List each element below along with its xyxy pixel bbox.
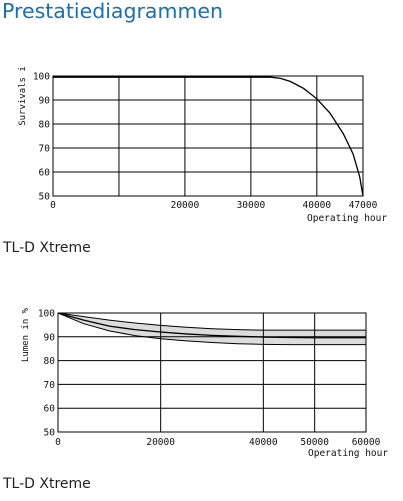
x-tick-label: 40000 bbox=[249, 437, 278, 448]
plot-frame bbox=[57, 312, 367, 433]
y-axis-label: Survivals i bbox=[18, 66, 28, 126]
y-tick-label: 70 bbox=[39, 144, 51, 155]
y-tick-label: 100 bbox=[38, 309, 55, 320]
x-tick-label: 47000 bbox=[349, 200, 378, 211]
survival-chart: 50 60 70 80 90 100 0 20000 30000 40000 47000 Operat… bbox=[18, 66, 387, 224]
page-title: Prestatiediagrammen bbox=[2, 0, 224, 23]
x-tick-label: 60000 bbox=[352, 437, 381, 448]
y-tick-label: 80 bbox=[39, 120, 51, 131]
lumen-chart: 50 60 70 80 90 100 0 20000 40000 50000 60000Operat… bbox=[21, 307, 388, 459]
x-axis-label: Operating hour bbox=[307, 213, 387, 224]
y-tick-label: 80 bbox=[44, 356, 56, 367]
y-tick-label: 90 bbox=[39, 96, 51, 107]
y-axis-label: Lumen in % bbox=[21, 307, 31, 362]
x-tick-label: 0 bbox=[50, 200, 56, 211]
y-tick-label: 50 bbox=[39, 192, 51, 203]
series-line bbox=[57, 312, 366, 339]
y-tick-label: 60 bbox=[39, 168, 51, 179]
y-tick-label: 90 bbox=[44, 332, 56, 343]
x-tick-label: 0 bbox=[55, 437, 61, 448]
chart-caption: TL-D Xtreme bbox=[3, 476, 91, 492]
x-tick-label: 30000 bbox=[237, 200, 266, 211]
y-tick-label: 50 bbox=[44, 428, 56, 439]
x-tick-label: 20000 bbox=[171, 200, 200, 211]
y-tick-label: 70 bbox=[44, 380, 56, 391]
x-axis-label: Operating hour bbox=[308, 448, 388, 459]
chart-caption: TL-D Xtreme bbox=[3, 240, 91, 256]
x-tick-label: 20000 bbox=[146, 437, 175, 448]
x-tick-label: 50000 bbox=[300, 437, 329, 448]
x-tick-label: 40000 bbox=[303, 200, 332, 211]
series-line bbox=[53, 76, 364, 197]
y-tick-label: 60 bbox=[44, 404, 56, 415]
plot-frame bbox=[52, 75, 364, 197]
y-tick-label: 100 bbox=[33, 72, 50, 83]
